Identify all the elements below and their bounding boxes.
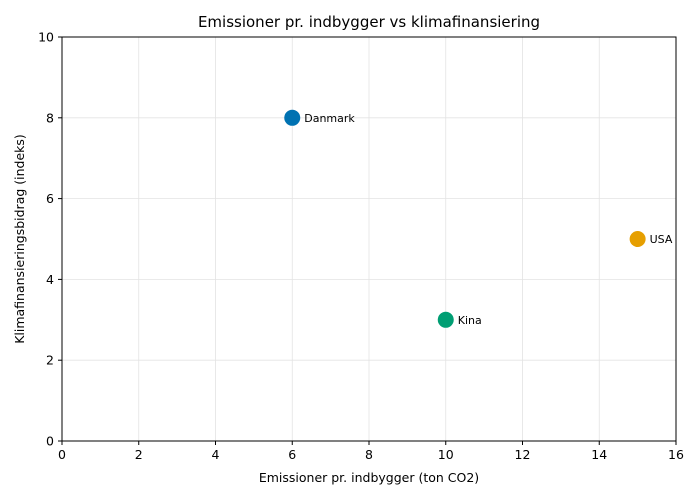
- x-tick-label: 8: [365, 447, 373, 462]
- data-point: [629, 231, 646, 247]
- data-point-label: USA: [650, 233, 673, 246]
- x-tick-label: 10: [438, 447, 454, 462]
- data-point: [437, 311, 454, 328]
- x-tick-label: 14: [591, 447, 607, 462]
- x-tick-label: 16: [668, 447, 684, 462]
- x-axis-label: Emissioner pr. indbygger (ton CO2): [259, 470, 479, 485]
- x-tick-label: 2: [135, 447, 143, 462]
- data-point-label: Danmark: [304, 112, 355, 125]
- x-tick-label: 6: [288, 447, 296, 462]
- chart-title: Emissioner pr. indbygger vs klimafinansi…: [198, 13, 540, 31]
- y-tick-label: 2: [46, 353, 54, 368]
- x-tick-label: 12: [515, 447, 531, 462]
- y-tick-label: 0: [46, 434, 54, 449]
- y-axis-label: Klimafinansieringsbidrag (indeks): [12, 134, 27, 344]
- y-tick-label: 4: [46, 272, 54, 287]
- y-tick-label: 6: [46, 191, 54, 206]
- data-point: [284, 109, 301, 126]
- grid-layer: [61, 36, 677, 442]
- ticks-layer: 0 2 4 6 8 10 12 14 16 0 2 4 6 8 10: [38, 30, 684, 463]
- x-tick-label: 4: [212, 447, 220, 462]
- y-tick-label: 8: [46, 110, 54, 125]
- y-tick-label: 10: [38, 30, 54, 45]
- points-layer: Danmark USA Kina: [284, 109, 673, 328]
- x-tick-label: 0: [58, 447, 66, 462]
- data-point-label: Kina: [458, 314, 482, 327]
